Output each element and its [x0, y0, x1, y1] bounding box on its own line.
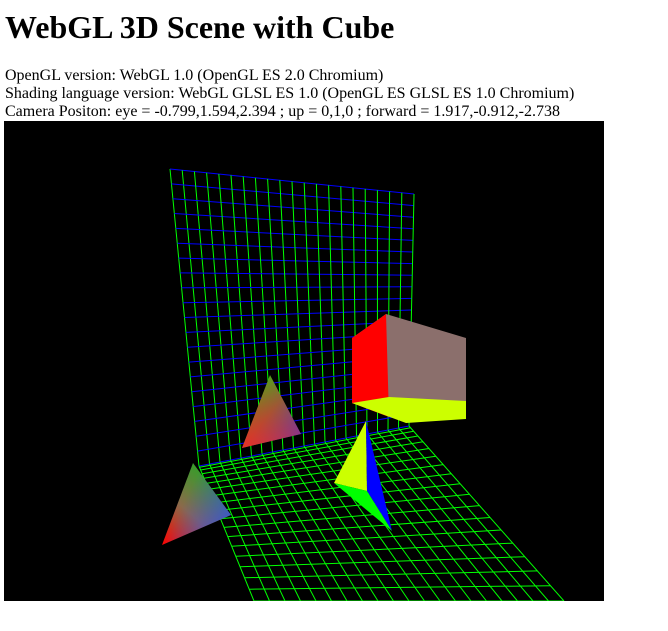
floor-grid-line-depth: [356, 435, 487, 601]
scene-background: [4, 121, 604, 601]
opengl-version-text: OpenGL version: WebGL 1.0 (OpenGL ES 2.0…: [5, 67, 384, 84]
floor-grid-line-depth: [209, 463, 270, 601]
floor-grid-line-depth: [398, 427, 549, 601]
triangle-left: [162, 463, 231, 545]
floor-grid-line-depth: [251, 455, 332, 601]
page-title: WebGL 3D Scene with Cube: [5, 9, 395, 45]
floor-grid-line-cross: [213, 473, 452, 504]
cube-left-face: [352, 314, 389, 417]
wall-grid-line-vertical: [328, 185, 336, 441]
floor-grid-line-depth: [408, 425, 565, 601]
floor-grid-line-cross: [211, 464, 444, 497]
floor-grid-line-cross: [206, 448, 430, 484]
floor-grid-line-cross: [240, 556, 525, 568]
floor-grid-line-depth: [387, 429, 534, 601]
floor-grid-line-cross: [217, 483, 461, 511]
floor-grid-line-depth: [366, 433, 503, 601]
floor-grid-line-depth: [303, 445, 410, 601]
floor-grid-line-cross: [244, 570, 538, 579]
floor-grid-line-cross: [203, 441, 424, 479]
floor-grid-line-cross: [199, 427, 411, 468]
floor-grid-line-depth: [314, 443, 425, 601]
floor-grid-line-depth: [230, 459, 301, 601]
floor-grid-line-cross: [235, 542, 513, 557]
floor-grid-line-cross: [249, 585, 551, 590]
floor-grid-line-depth: [282, 449, 379, 601]
camera-position-text: Camera Positon: eye = -0.799,1.594,2.394…: [5, 103, 560, 120]
wall-grid-line-vertical: [315, 183, 326, 443]
floor-grid-line-depth: [377, 431, 518, 601]
pyramid: [334, 421, 392, 531]
floor-grid-line-depth: [240, 457, 317, 601]
wall-grid-line-horizontal: [184, 309, 412, 318]
cube: [352, 314, 466, 423]
floor-grid-line-depth: [261, 453, 348, 601]
floor-grid-line-cross: [231, 529, 502, 547]
wall-grid-line-vertical: [303, 182, 315, 445]
shading-language-version-text: Shading language version: WebGL GLSL ES …: [5, 85, 575, 102]
floor-grid-line-cross: [208, 455, 436, 490]
floor-grid-line-cross: [220, 493, 470, 520]
floor-grid-line-cross: [227, 517, 491, 538]
cube-bottom-face: [352, 397, 466, 423]
wall-grid-line-horizontal: [197, 413, 410, 452]
floor-grid-line-cross: [200, 430, 414, 471]
floor-grid-line-depth: [293, 447, 394, 601]
wall-grid-line-vertical: [340, 186, 347, 439]
floor-grid-line-cross: [223, 505, 480, 528]
triangle-upper: [242, 375, 301, 448]
floor-grid-line-cross: [202, 435, 418, 475]
floor-grid-line-depth: [272, 451, 363, 601]
webgl-canvas[interactable]: [4, 121, 604, 601]
floor-grid-line-depth: [219, 461, 286, 601]
